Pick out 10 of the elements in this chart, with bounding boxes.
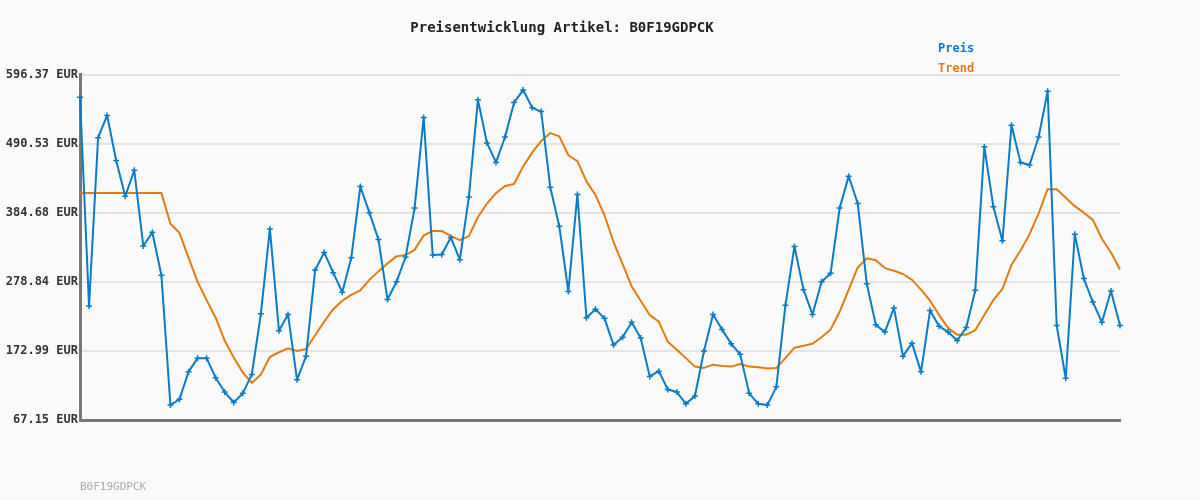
- y-tick-label: 596.37 EUR: [5, 66, 79, 81]
- text: Preis: [938, 40, 975, 57]
- y-tick-label: 172.99 EUR: [5, 343, 79, 358]
- y-tick-label: 384.68 EUR: [5, 205, 79, 220]
- y-tick-label: 490.53 EUR: [5, 135, 79, 150]
- y-tick-label: 278.84 EUR: [5, 274, 79, 289]
- chart-title: Preisentwicklung Artikel: B0F19GDPCK: [410, 19, 715, 36]
- text: Trend: [938, 60, 975, 77]
- text: B0F19GDPCK: [80, 480, 147, 493]
- y-tick-label: 67.15 EUR: [12, 412, 79, 427]
